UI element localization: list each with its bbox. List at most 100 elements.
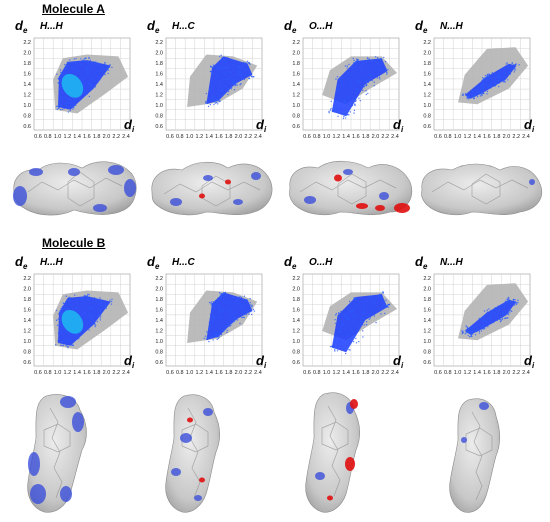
x-tick-label: 1.0 <box>186 370 194 376</box>
fingerprint-plot-b-3: 2.22.01.81.61.41.21.00.80.60.6 0.8 1.0 1.2 1… <box>284 254 404 376</box>
x-tick-label: 2.0 <box>503 134 511 140</box>
y-tick-label: 1.8 <box>23 61 31 67</box>
x-tick-label: 0.8 <box>44 134 52 140</box>
x-tick-label: 1.2 <box>196 370 204 376</box>
fingerprint-plot-a-2: 2.22.01.81.61.41.21.00.80.60.6 0.8 1.0 1.2 1… <box>147 18 267 140</box>
molecule-a-title: Molecule A <box>42 2 105 16</box>
y-tick-label: 1.8 <box>292 61 300 67</box>
x-tick-label: 2.0 <box>235 370 243 376</box>
y-tick-label: 1.8 <box>423 61 431 67</box>
y-tick-label: 1.6 <box>23 72 31 78</box>
x-tick-label: 1.8 <box>93 134 101 140</box>
x-tick-label: 1.4 <box>73 134 81 140</box>
x-tick-label: 2.4 <box>122 134 130 140</box>
x-tick-label: 2.2 <box>244 370 252 376</box>
x-tick-label: 0.6 <box>303 370 311 376</box>
contact-type-label: O...H <box>309 21 333 32</box>
x-axis-label: di <box>124 117 135 134</box>
contact-type-label: N...H <box>440 257 464 268</box>
fingerprint-plot-b-1: 2.22.01.81.61.41.21.00.80.60.6 0.8 1.0 1.2 1… <box>15 254 135 376</box>
x-tick-label: 0.8 <box>176 370 184 376</box>
y-tick-label: 2.2 <box>292 276 300 282</box>
y-axis-label: de <box>147 254 160 271</box>
contact-region-highlight <box>206 292 253 341</box>
x-tick-label: 1.8 <box>93 370 101 376</box>
y-tick-label: 1.4 <box>23 82 31 88</box>
x-tick-label: 1.8 <box>362 134 370 140</box>
scatter-points <box>461 296 519 338</box>
y-axis-label: de <box>415 254 428 271</box>
x-tick-label: 1.0 <box>54 134 62 140</box>
x-tick-label: 2.4 <box>254 370 262 376</box>
x-axis-label: di <box>393 353 404 370</box>
y-tick-label: 0.8 <box>23 114 31 120</box>
x-tick-label: 1.4 <box>205 370 213 376</box>
x-tick-label: 0.6 <box>166 370 174 376</box>
x-tick-label: 0.8 <box>444 134 452 140</box>
x-tick-label: 1.6 <box>83 370 91 376</box>
y-tick-label: 1.2 <box>292 329 300 335</box>
x-tick-label: 0.6 <box>34 370 42 376</box>
x-axis-label: di <box>524 353 535 370</box>
x-tick-label: 1.8 <box>225 134 233 140</box>
x-tick-label: 1.6 <box>215 370 223 376</box>
y-tick-label: 0.8 <box>423 350 431 356</box>
x-tick-label: 1.0 <box>454 370 462 376</box>
y-tick-label: 2.0 <box>23 51 31 57</box>
contact-type-label: H...C <box>172 21 196 32</box>
hirshfeld-surface <box>13 161 137 216</box>
y-tick-label: 1.8 <box>155 297 163 303</box>
x-tick-label: 2.0 <box>372 134 380 140</box>
y-tick-label: 2.2 <box>155 276 163 282</box>
y-tick-label: 1.2 <box>423 329 431 335</box>
x-tick-label: 1.4 <box>342 134 350 140</box>
y-tick-label: 2.0 <box>292 51 300 57</box>
scatter-points <box>204 54 255 108</box>
y-tick-label: 1.4 <box>155 82 163 88</box>
x-tick-label: 1.4 <box>342 370 350 376</box>
y-tick-label: 0.8 <box>155 350 163 356</box>
x-tick-label: 1.0 <box>54 370 62 376</box>
y-tick-label: 2.0 <box>423 287 431 293</box>
y-axis-label: de <box>284 18 297 35</box>
x-tick-label: 2.0 <box>235 134 243 140</box>
y-tick-label: 1.8 <box>423 297 431 303</box>
x-tick-label: 2.4 <box>522 134 530 140</box>
x-tick-label: 1.0 <box>323 370 331 376</box>
hirshfeld-surface <box>151 161 273 216</box>
y-tick-label: 2.0 <box>155 287 163 293</box>
x-tick-label: 2.2 <box>512 370 520 376</box>
y-tick-label: 1.0 <box>423 103 431 109</box>
hirshfeld-surface <box>165 394 220 513</box>
hirshfeld-surface <box>305 392 360 513</box>
y-tick-label: 1.6 <box>23 308 31 314</box>
x-tick-label: 1.0 <box>186 134 194 140</box>
y-tick-label: 1.6 <box>155 72 163 78</box>
x-tick-label: 0.8 <box>313 134 321 140</box>
x-tick-label: 0.6 <box>166 134 174 140</box>
x-axis-label: di <box>393 117 404 134</box>
y-axis-label: de <box>147 18 160 35</box>
x-axis-label: di <box>256 353 267 370</box>
x-tick-label: 1.4 <box>73 370 81 376</box>
y-axis-label: de <box>15 18 28 35</box>
fingerprint-plot-b-2: 2.22.01.81.61.41.21.00.80.60.6 0.8 1.0 1.2 1… <box>147 254 267 376</box>
y-tick-label: 1.0 <box>155 339 163 345</box>
x-axis-label: di <box>524 117 535 134</box>
x-tick-label: 1.8 <box>362 370 370 376</box>
x-tick-label: 2.0 <box>503 370 511 376</box>
y-axis-label: de <box>15 254 28 271</box>
x-tick-label: 2.2 <box>112 370 120 376</box>
x-tick-label: 2.0 <box>372 370 380 376</box>
y-tick-label: 1.6 <box>423 72 431 78</box>
y-tick-label: 0.6 <box>292 124 300 130</box>
x-tick-label: 1.4 <box>205 134 213 140</box>
contact-region-highlight <box>206 56 253 105</box>
x-tick-label: 2.2 <box>112 134 120 140</box>
x-tick-label: 0.6 <box>434 134 442 140</box>
plot-grid <box>302 37 400 131</box>
x-axis-label: di <box>124 353 135 370</box>
y-tick-label: 1.4 <box>292 82 300 88</box>
x-tick-label: 2.2 <box>381 370 389 376</box>
hirshfeld-surface <box>421 163 542 216</box>
